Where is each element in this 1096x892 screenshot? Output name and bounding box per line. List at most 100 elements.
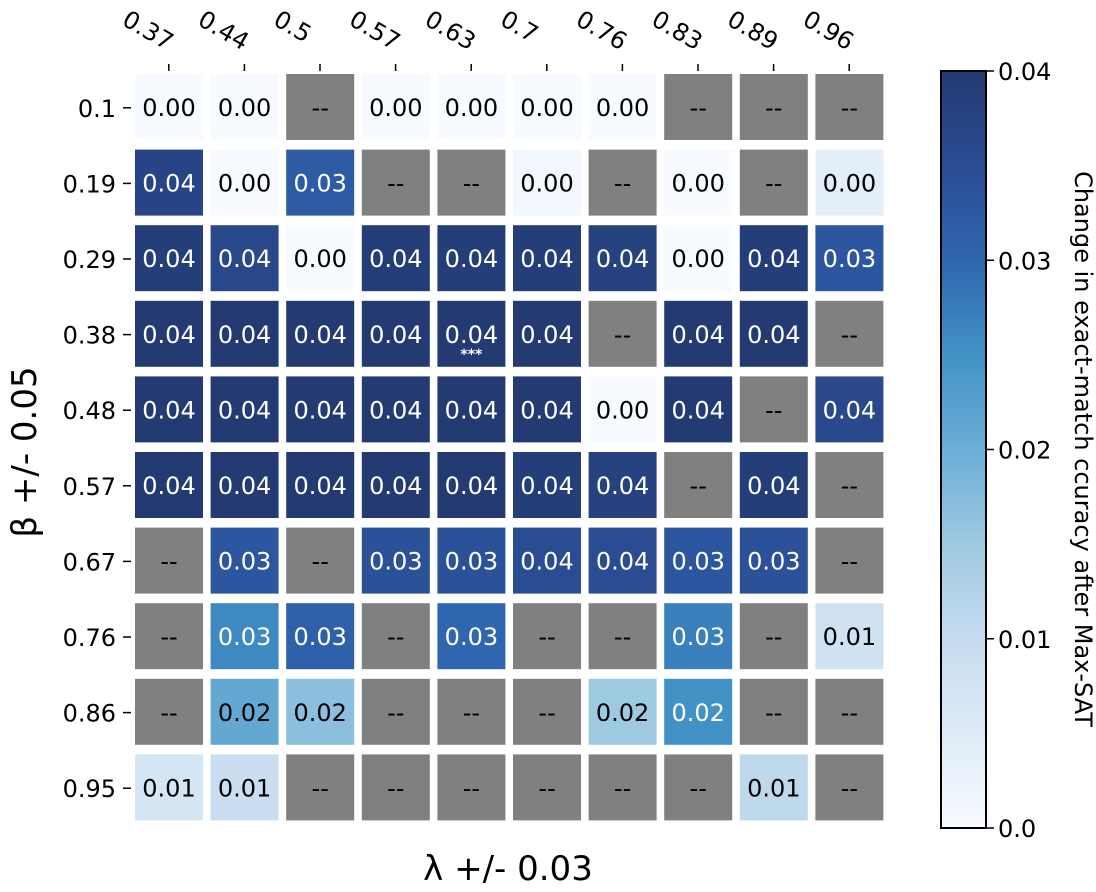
cell-value-label: 0.04	[520, 245, 573, 273]
cell-value-label: --	[765, 396, 782, 424]
heatmap-cell	[135, 149, 203, 216]
y-tick-label: 0.38	[63, 322, 116, 350]
heatmap-cell	[361, 300, 430, 367]
cell-value-label: --	[614, 321, 631, 349]
heatmap-cell	[361, 225, 430, 292]
cell-value-label: 0.04	[520, 548, 573, 576]
heatmap-cell	[210, 754, 279, 821]
cell-value-label: --	[841, 94, 858, 122]
heatmap-cell	[664, 149, 733, 216]
cell-value-label: --	[614, 170, 631, 198]
heatmap-cell	[286, 376, 355, 443]
cell-value-label: 0.04	[293, 396, 346, 424]
heatmap-cell	[437, 603, 506, 670]
cell-value-label: --	[765, 623, 782, 651]
heatmap-cell	[815, 149, 884, 216]
heatmap-cell	[361, 678, 430, 745]
heatmap-cell	[286, 225, 355, 292]
heatmap-cell	[210, 149, 279, 216]
colorbar: 0.0 0.01 0.02 0.03 0.04 Change in exact-matc…	[940, 58, 1096, 843]
heatmap-cell	[361, 149, 430, 216]
cell-value-label: --	[538, 774, 555, 802]
y-tick-label: 0.76	[63, 624, 116, 652]
cell-value-label: 0.04	[142, 472, 195, 500]
y-tick-label: 0.1	[78, 95, 116, 123]
cell-value-label: 0.00	[369, 94, 422, 122]
heatmap-cell	[135, 754, 203, 821]
cell-value-label: --	[841, 774, 858, 802]
cell-value-label: --	[463, 774, 480, 802]
cell-value-label: 0.00	[445, 94, 498, 122]
heatmap-cell	[361, 527, 430, 594]
heatmap-cell	[815, 527, 884, 594]
cell-value-label: 0.04	[445, 245, 498, 273]
heatmap-cell	[815, 678, 884, 745]
colorbar-tick-label: 0.03	[998, 247, 1051, 275]
heatmap-cell	[739, 754, 808, 821]
heatmap-cell	[286, 754, 355, 821]
cell-value-label: 0.04	[445, 396, 498, 424]
heatmap-cell	[437, 149, 506, 216]
heatmap-cell	[286, 452, 355, 518]
cell-value-label: 0.03	[369, 548, 422, 576]
cell-value-label: 0.04	[142, 245, 195, 273]
heatmap-cell	[513, 74, 581, 140]
cell-value-label: 0.04	[369, 321, 422, 349]
cell-value-label: --	[690, 472, 707, 500]
significance-annotation: ***	[460, 347, 483, 363]
heatmap-cell	[815, 300, 884, 367]
cell-value-label: --	[841, 548, 858, 576]
cell-value-label: --	[387, 774, 404, 802]
cell-value-label: --	[463, 699, 480, 727]
heatmap-cell	[739, 603, 808, 670]
heatmap-cell	[513, 527, 581, 594]
heatmap-cell	[739, 678, 808, 745]
x-tick-label: 0.76	[571, 5, 631, 56]
heatmap-cell	[361, 452, 430, 518]
cell-value-label: --	[160, 699, 177, 727]
cell-value-label: 0.00	[293, 245, 346, 273]
heatmap-cell	[588, 527, 657, 594]
cell-value-label: --	[312, 548, 329, 576]
cell-value-label: 0.00	[823, 170, 876, 198]
y-tick-label: 0.19	[63, 170, 116, 198]
cell-value-label: 0.04	[445, 321, 498, 349]
y-tick-label: 0.48	[63, 397, 116, 425]
cell-value-label: 0.04	[671, 396, 724, 424]
colorbar-ticks: 0.0 0.01 0.02 0.03 0.04	[986, 58, 1051, 843]
y-tick-label: 0.95	[63, 775, 116, 803]
heatmap-cell	[135, 74, 203, 140]
cell-value-label: --	[765, 94, 782, 122]
heatmap-cell	[664, 754, 733, 821]
cell-value-label: --	[387, 699, 404, 727]
heatmap-cell	[513, 678, 581, 745]
cell-value-label: --	[538, 623, 555, 651]
cell-value-label: 0.04	[520, 396, 573, 424]
cell-value-label: 0.04	[520, 472, 573, 500]
cell-value-label: 0.00	[671, 245, 724, 273]
heatmap-cell	[437, 300, 506, 367]
heatmap-cell	[513, 452, 581, 518]
cell-value-label: 0.01	[218, 774, 271, 802]
heatmap-cell	[739, 527, 808, 594]
x-tick-label: 0.63	[420, 5, 480, 56]
heatmap-cell	[513, 603, 581, 670]
cell-value-label: 0.04	[142, 170, 195, 198]
heatmap-cell	[361, 74, 430, 140]
cell-value-label: 0.04	[293, 321, 346, 349]
heatmap-cell	[664, 74, 733, 140]
y-tick-label: 0.57	[63, 473, 116, 501]
heatmap-cell	[664, 603, 733, 670]
x-tick-label: 0.44	[193, 5, 253, 56]
heatmap-cell	[286, 603, 355, 670]
heatmap-cell	[815, 603, 884, 670]
heatmap-cell	[437, 74, 506, 140]
cell-value-label: --	[690, 94, 707, 122]
heatmap-cell	[437, 225, 506, 292]
heatmap-cell	[513, 300, 581, 367]
heatmap-cell	[739, 149, 808, 216]
x-tick-label: 0.57	[345, 5, 405, 56]
heatmap-cell	[135, 225, 203, 292]
heatmap-cell	[739, 225, 808, 292]
cell-value-label: 0.00	[520, 94, 573, 122]
